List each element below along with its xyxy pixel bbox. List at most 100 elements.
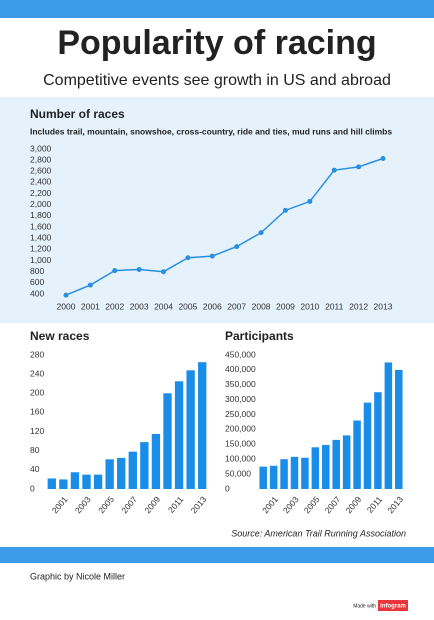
x-tick-label: 2011 [166,494,186,515]
credit: Graphic by Nicole Miller [30,571,125,581]
bar [82,474,91,489]
bar [259,466,267,489]
x-tick-label: 2005 [96,494,116,515]
bar [290,456,299,489]
x-tick-label: 2011 [365,494,385,515]
y-tick-label: 400,000 [225,364,256,374]
bar [59,479,68,489]
x-tick-label: 2010 [300,301,319,311]
y-tick-label: 200 [30,388,44,398]
bar [186,370,195,489]
subtitle: Competitive events see growth in US and … [43,72,391,89]
y-tick-label: 1,400 [30,232,52,242]
point [185,255,191,261]
x-tick-label: 2009 [276,301,295,311]
bar [140,442,149,489]
point [307,198,313,204]
x-tick-label: 2011 [325,301,344,311]
chart-title: New races [30,329,90,343]
x-tick-label: 2005 [302,494,322,515]
y-tick-label: 1,800 [30,210,52,220]
point [282,207,288,213]
point [258,230,264,236]
x-tick-label: 2009 [142,494,162,515]
point [87,282,93,288]
x-tick-label: 2006 [203,301,222,311]
y-tick-label: 2,200 [30,188,52,198]
x-tick-label: 2013 [374,301,393,311]
point [380,155,386,161]
y-tick-label: 0 [225,483,230,493]
bar [363,402,372,489]
source: Source: American Trail Running Associati… [231,528,406,538]
y-tick-label: 120 [30,426,44,436]
x-tick-label: 2009 [344,494,364,515]
panel [0,97,434,323]
bar [311,447,320,489]
bar [395,369,403,489]
bar [198,362,207,489]
x-tick-label: 2007 [323,494,343,515]
x-tick-label: 2001 [81,301,100,311]
y-tick-label: 1,000 [30,255,52,265]
bar [322,444,330,489]
bar [174,381,184,489]
chart-title: Number of races [30,107,125,121]
y-tick-label: 1,200 [30,244,52,254]
title: Popularity of racing [57,24,376,62]
x-tick-label: 2013 [385,494,405,515]
y-tick-label: 400 [30,288,44,298]
y-tick-label: 3,000 [30,143,52,153]
point [63,292,69,298]
bar [105,459,114,489]
y-tick-label: 2,400 [30,177,52,187]
point [136,266,142,272]
x-tick-label: 2007 [227,301,246,311]
bar [353,420,361,489]
x-tick-label: 2003 [130,301,149,311]
bar [269,465,278,489]
y-tick-label: 600 [30,277,44,287]
y-tick-label: 2,800 [30,154,52,164]
bar [70,472,80,489]
y-tick-label: 2,000 [30,199,52,209]
y-tick-label: 280 [30,349,44,359]
chart-subtitle: Includes trail, mountain, snowshoe, cros… [30,126,392,136]
y-tick-label: 350,000 [225,379,256,389]
y-tick-label: 300,000 [225,394,256,404]
bar [374,392,382,489]
y-tick-label: 250,000 [225,409,256,419]
bar [332,439,340,489]
y-tick-label: 150,000 [225,439,256,449]
bar [163,393,172,489]
x-tick-label: 2012 [349,301,368,311]
y-tick-label: 1,600 [30,221,52,231]
bar [280,459,288,489]
point [331,167,337,173]
x-tick-label: 2001 [260,494,280,515]
bar [301,457,309,489]
point [209,253,215,259]
y-tick-label: 50,000 [225,468,251,478]
top-bar [0,0,434,18]
point [356,164,362,170]
x-tick-label: 2003 [73,494,93,515]
y-tick-label: 80 [30,445,40,455]
y-tick-label: 160 [30,407,44,417]
x-tick-label: 2008 [252,301,271,311]
x-tick-label: 2005 [178,301,197,311]
x-tick-label: 2002 [105,301,124,311]
point [161,269,167,275]
brand-badge [378,600,408,611]
point [234,244,240,250]
bar [342,435,351,489]
chart-title: Participants [225,329,294,343]
made-with: Made with [353,603,376,609]
bar [151,433,161,489]
y-tick-label: 200,000 [225,424,256,434]
line [65,157,384,296]
bar [117,457,126,489]
x-tick-label: 2004 [154,301,173,311]
x-tick-label: 2001 [50,494,70,515]
